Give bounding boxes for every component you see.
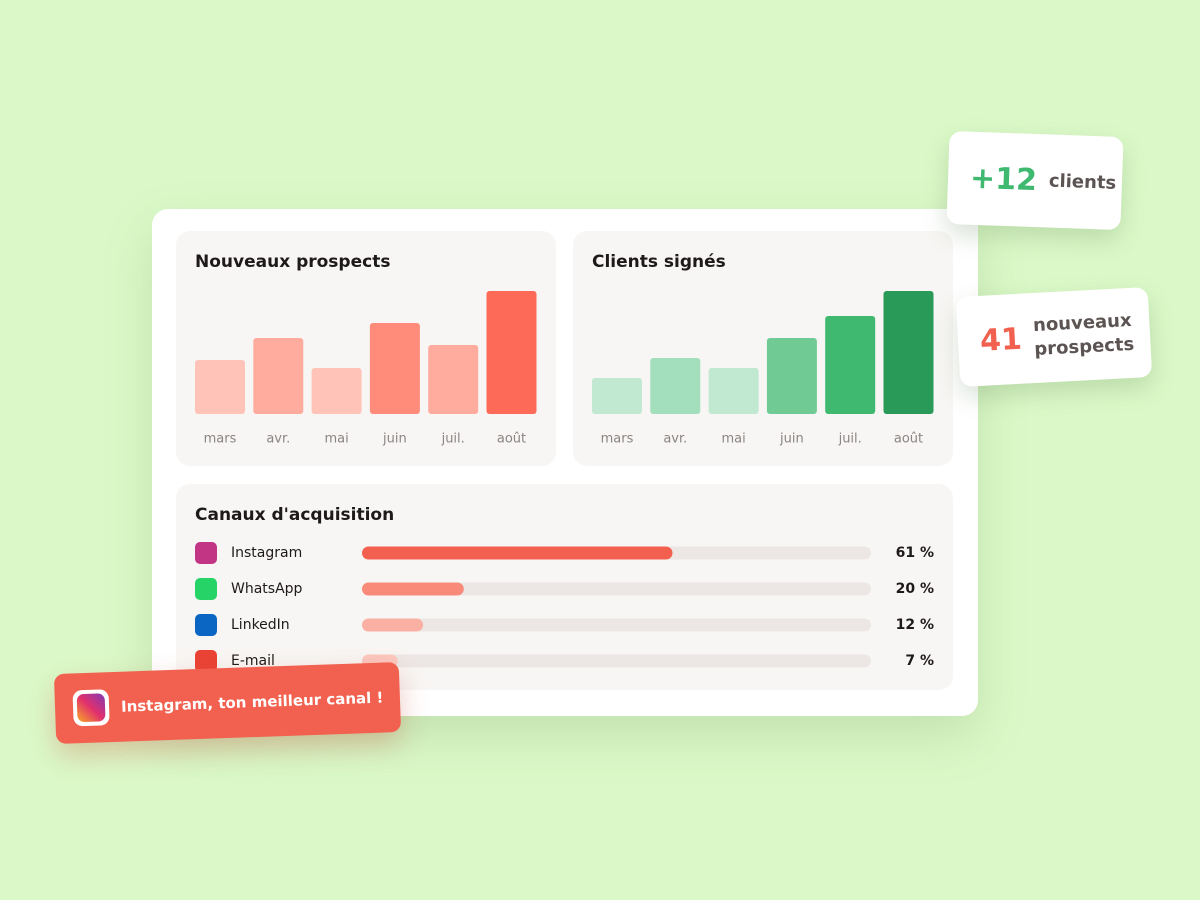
- instagram-icon: [72, 689, 110, 727]
- panel: Nouveaux prospects mars avr. mai juin juil. ao…: [176, 231, 556, 466]
- chart: Nouveaux prospects mars avr. mai juin juil. ao…: [195, 252, 537, 447]
- x-tick-label: juil.: [441, 432, 465, 447]
- bar: [362, 582, 464, 596]
- channel-label: E-mail: [231, 653, 275, 669]
- chart: Canaux d'acquisition Instagram 61 % WhatsAp…: [195, 505, 934, 672]
- bar: [195, 360, 245, 414]
- bar: [311, 368, 362, 414]
- badge: 41 nouveaux prospects: [955, 287, 1153, 387]
- channel-label: LinkedIn: [231, 617, 290, 633]
- badge: +12 clients: [946, 130, 1124, 231]
- bar: [253, 338, 304, 414]
- callout: Instagram, ton meilleur canal !: [53, 662, 402, 744]
- channel-label: WhatsApp: [231, 581, 303, 597]
- bar: [362, 546, 673, 560]
- bar: [362, 618, 424, 632]
- chart-title: Nouveaux prospects: [195, 252, 390, 272]
- chart-title: Canaux d'acquisition: [195, 505, 394, 525]
- channel-icon: [195, 650, 217, 672]
- channel-icon: [195, 614, 217, 636]
- bar: [883, 291, 934, 414]
- bar: [708, 368, 759, 414]
- bar: [369, 323, 420, 414]
- bar: [825, 316, 876, 414]
- channel-icon: [195, 542, 217, 564]
- bar: [592, 378, 642, 414]
- x-tick-label: mai: [721, 432, 745, 447]
- badge-label: nouveaux prospects: [1032, 309, 1135, 361]
- x-tick-label: juin: [382, 432, 407, 447]
- panel: Canaux d'acquisition Instagram 61 % WhatsAp…: [176, 484, 953, 690]
- x-tick-label: juil.: [838, 432, 862, 447]
- x-tick-label: août: [894, 432, 923, 447]
- chart-title: Clients signés: [592, 252, 726, 272]
- x-tick-label: mars: [601, 432, 634, 447]
- x-tick-label: juin: [779, 432, 804, 447]
- chart: Clients signés mars avr. mai juin juil. août: [592, 252, 934, 447]
- value-label: 12 %: [896, 617, 934, 633]
- track: [362, 582, 871, 596]
- x-tick-label: avr.: [663, 432, 687, 447]
- value-label: 7 %: [905, 653, 934, 669]
- badge-value: +12: [969, 160, 1038, 199]
- bar: [486, 291, 537, 414]
- callout-text: Instagram, ton meilleur canal !: [120, 688, 384, 716]
- badge-value: 41: [979, 321, 1023, 359]
- bar: [428, 345, 479, 414]
- x-tick-label: août: [497, 432, 526, 447]
- channel-label: Instagram: [231, 545, 302, 561]
- x-tick-label: avr.: [266, 432, 290, 447]
- bar: [766, 338, 817, 414]
- x-tick-label: mars: [204, 432, 237, 447]
- value-label: 61 %: [896, 545, 934, 561]
- badge-label: clients: [1048, 169, 1117, 194]
- panel: Clients signés mars avr. mai juin juil. août: [573, 231, 953, 466]
- track: [362, 654, 871, 668]
- x-tick-label: mai: [324, 432, 348, 447]
- value-label: 20 %: [896, 581, 934, 597]
- channel-icon: [195, 578, 217, 600]
- track: [362, 618, 871, 632]
- bar: [650, 358, 701, 414]
